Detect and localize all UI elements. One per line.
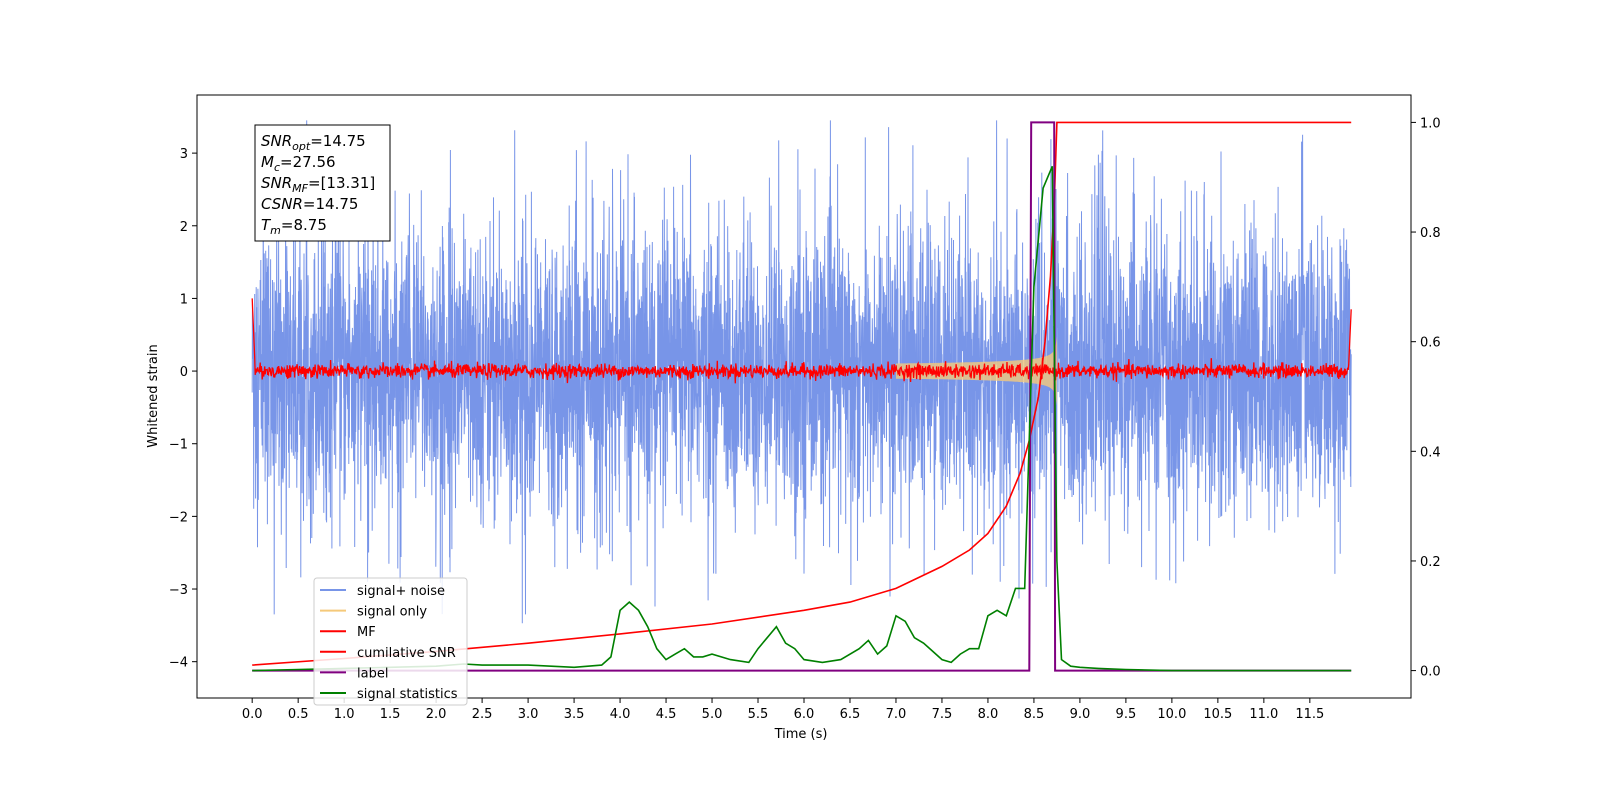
legend-entry: MF: [357, 625, 376, 640]
legend-entry: signal statistics: [357, 687, 458, 702]
annotation-subscript: opt: [292, 140, 311, 153]
x-tick-label: 3.5: [564, 707, 585, 722]
x-tick-label: 2.0: [426, 707, 447, 722]
y-tick-label: 2: [180, 220, 188, 235]
x-tick-label: 8.5: [1024, 707, 1045, 722]
series-signal-plus-noise: [251, 120, 1352, 624]
x-tick-label: 4.0: [610, 707, 631, 722]
annotation-value: =[13.31]: [308, 174, 375, 192]
legend: signal+ noise signal only MF cumilative SNR…: [313, 577, 468, 706]
x-axis-label: Time (s): [774, 727, 828, 742]
annotation-symbol: SNR: [261, 132, 292, 150]
annotation-value: =14.75: [303, 195, 359, 213]
legend-frame: [313, 577, 468, 706]
annotation-value: =14.75: [310, 132, 366, 150]
series-signal-statistics: [252, 165, 1352, 672]
annotation-line: CSNR=14.75: [261, 195, 358, 213]
y2-tick-label: 0.6: [1420, 336, 1441, 351]
x-tick-label: 10.0: [1157, 707, 1186, 722]
plot-area: [251, 120, 1352, 672]
x-tick-label: 2.5: [472, 707, 493, 722]
x-tick-label: 1.5: [380, 707, 401, 722]
annotation-subscript: MF: [292, 182, 308, 195]
x-tick-label: 0.0: [242, 707, 263, 722]
y-axis-right: 1.0 0.8 0.6 0.4 0.2 0.0: [1411, 116, 1441, 680]
annotation-line: SNRopt=14.75: [261, 132, 366, 153]
annotation-symbol: CSNR: [261, 195, 303, 213]
annotation-line: Tm=8.75: [261, 216, 327, 237]
y-tick-label: 0: [180, 365, 188, 380]
legend-entry: cumilative SNR: [357, 646, 456, 661]
y2-tick-label: 1.0: [1420, 116, 1441, 131]
y-axis-label: Whitened strain: [146, 344, 161, 447]
x-tick-label: 7.5: [932, 707, 953, 722]
legend-entry: signal+ noise: [357, 584, 445, 599]
annotation-subscript: c: [274, 161, 280, 174]
x-tick-label: 1.0: [334, 707, 355, 722]
x-tick-label: 3.0: [518, 707, 539, 722]
y-tick-label: 1: [180, 292, 188, 307]
series-label: [252, 121, 1352, 672]
y-tick-label: −3: [169, 583, 188, 598]
annotation-subscript: m: [270, 224, 281, 237]
annotation-frame: [254, 124, 391, 242]
y2-tick-label: 0.2: [1420, 555, 1441, 570]
series-cumulative-snr: [252, 121, 1352, 666]
annotation-line: SNRMF=[13.31]: [261, 174, 375, 195]
x-tick-label: 5.5: [748, 707, 769, 722]
annotation-symbol: M: [261, 153, 274, 171]
annotation-value: =8.75: [281, 216, 327, 234]
y2-tick-label: 0.4: [1420, 445, 1441, 460]
x-tick-label: 8.0: [978, 707, 999, 722]
x-tick-label: 9.5: [1116, 707, 1137, 722]
annotation-symbol: SNR: [261, 174, 292, 192]
series-mf: [251, 298, 1352, 384]
annotation-line: Mc=27.56: [261, 153, 336, 174]
x-tick-label: 6.5: [840, 707, 861, 722]
y2-tick-label: 0.0: [1420, 665, 1441, 680]
x-tick-label: 10.5: [1203, 707, 1232, 722]
legend-entry: signal only: [357, 605, 427, 620]
y2-tick-label: 0.8: [1420, 226, 1441, 241]
annotation-box: SNRopt=14.75Mc=27.56SNRMF=[13.31]CSNR=14…: [254, 124, 391, 242]
x-tick-label: 9.0: [1070, 707, 1091, 722]
y-tick-label: −2: [169, 510, 188, 525]
y-axis-left: 3 2 1 0 −1 −2 −3 −4: [169, 147, 197, 671]
x-tick-label: 4.5: [656, 707, 677, 722]
x-tick-label: 7.0: [886, 707, 907, 722]
x-axis: 0.0 0.5 1.0 1.5 2.0 2.5 3.0 3.5 4.0 4.5 5.0 5.5 6.0 6…: [242, 698, 1324, 722]
y-tick-label: −4: [169, 656, 188, 671]
annotation-symbol: T: [261, 216, 272, 234]
x-tick-label: 6.0: [794, 707, 815, 722]
x-tick-label: 11.5: [1295, 707, 1324, 722]
y-tick-label: 3: [180, 147, 188, 162]
x-tick-label: 0.5: [288, 707, 309, 722]
x-tick-label: 5.0: [702, 707, 723, 722]
legend-entry: label: [357, 666, 388, 681]
x-tick-label: 11.0: [1249, 707, 1278, 722]
y-tick-label: −1: [169, 438, 188, 453]
annotation-value: =27.56: [280, 153, 336, 171]
